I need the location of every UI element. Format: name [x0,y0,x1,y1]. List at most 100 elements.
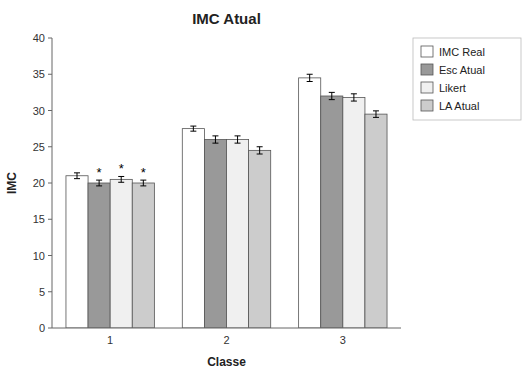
error-bar [351,94,357,101]
error-cap [257,154,263,155]
error-cap [235,143,241,144]
legend: IMC Real Esc Atual Likert LA Atual [413,38,521,120]
error-line [375,111,376,118]
error-line [77,173,78,179]
bar [132,183,154,328]
error-line [309,74,310,81]
error-line [353,94,354,101]
legend-swatch [421,64,433,75]
error-bar [96,180,102,186]
y-tick [48,255,52,256]
error-bar [118,176,124,182]
error-bar [140,180,146,186]
x-axis: 1 2 3 [107,334,346,346]
bar [88,183,110,328]
error-cap [212,143,218,144]
error-line [143,180,144,186]
legend-label: IMC Real [439,46,485,58]
error-cap [190,126,196,127]
bar [227,140,249,329]
y-tick [48,110,52,111]
bar [365,114,387,328]
y-axis-title: IMC [5,172,19,194]
error-line [237,136,238,143]
legend-swatch [421,100,433,111]
error-cap [373,110,379,111]
x-tick-label: 3 [340,334,346,346]
y-tick-label: 10 [33,250,45,262]
x-tick-label: 2 [223,334,229,346]
y-tick [48,38,52,39]
legend-swatch [421,46,433,57]
y-tick-label: 15 [33,213,45,225]
y-tick [48,219,52,220]
annotation: * [119,161,124,176]
error-cap [351,93,357,94]
error-bar [307,74,313,81]
y-tick-label: 25 [33,141,45,153]
y-tick-label: 30 [33,105,45,117]
error-bar [257,147,263,154]
y-tick [48,183,52,184]
legend-label: Likert [439,82,466,94]
error-cap [329,92,335,93]
error-cap [118,182,124,183]
bar [249,150,271,328]
error-line [193,126,194,131]
y-tick-label: 5 [39,286,45,298]
error-cap [235,135,241,136]
x-axis-title: Classe [207,355,246,369]
error-cap [212,135,218,136]
bar [204,140,226,329]
bars [66,74,387,328]
bar [182,129,204,328]
error-bar [329,92,335,99]
bar [110,179,132,328]
error-cap [96,185,102,186]
error-line [215,136,216,143]
annotation: * [97,165,102,180]
error-cap [351,101,357,102]
error-bar [212,136,218,143]
annotations: * * * [97,161,146,180]
error-cap [74,172,80,173]
error-cap [373,117,379,118]
legend-label: Esc Atual [439,64,485,76]
y-axis: 0 5 10 15 20 25 30 35 40 [33,32,52,334]
error-cap [329,99,335,100]
bar [299,78,321,328]
annotation: * [141,165,146,180]
y-axis-line [52,38,53,328]
legend-frame [413,38,521,120]
x-tick-label: 1 [107,334,113,346]
error-line [259,147,260,154]
error-cap [257,146,263,147]
error-bar [190,126,196,131]
chart: IMC Atual0510152025303540123ClasseIMC***… [0,0,529,376]
error-line [121,176,122,182]
error-line [331,92,332,99]
error-bar [74,173,80,179]
title: IMC Atual [192,10,261,27]
error-cap [190,131,196,132]
bar [66,176,88,328]
bar [343,97,365,328]
bar [321,96,343,328]
legend-swatch [421,82,433,93]
legend-label: LA Atual [439,100,479,112]
error-cap [74,178,80,179]
y-tick [48,74,52,75]
error-line [99,180,100,186]
y-tick [48,291,52,292]
error-cap [307,74,313,75]
y-tick-label: 35 [33,68,45,80]
error-bar [373,111,379,118]
y-tick-label: 40 [33,32,45,44]
y-tick [48,328,52,329]
y-tick-label: 0 [39,322,45,334]
error-cap [140,185,146,186]
y-tick [48,146,52,147]
error-bar [235,136,241,143]
y-tick-label: 20 [33,177,45,189]
error-cap [307,81,313,82]
